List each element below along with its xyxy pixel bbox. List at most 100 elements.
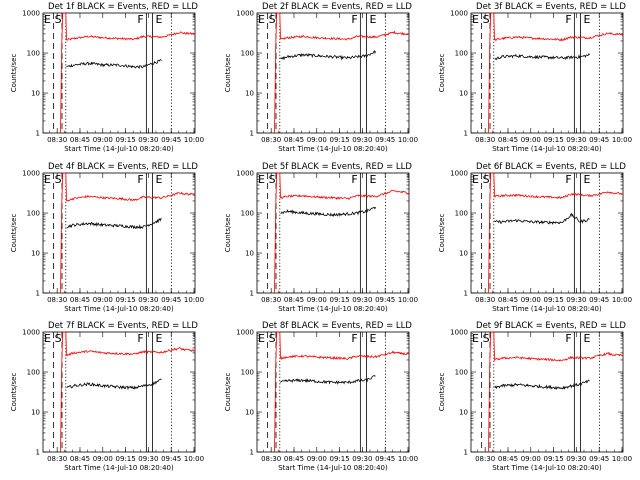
y-tick-label: 1000 [450, 10, 468, 18]
x-tick-label: 10:00 [398, 136, 418, 144]
x-tick-label: 08:30 [261, 136, 281, 144]
x-tick-label: 09:15 [543, 136, 563, 144]
y-tick-label: 1000 [22, 329, 40, 337]
plot-frame [42, 331, 196, 453]
x-tick-label: 09:15 [115, 136, 135, 144]
x-tick-label: 10:00 [612, 136, 632, 144]
events-series-line [66, 217, 162, 230]
marker-letter-f: F [565, 332, 571, 345]
marker-letter-e: E [472, 13, 479, 26]
events-series-line [280, 49, 376, 61]
marker-letter-f: F [137, 332, 143, 345]
y-axis-label: Counts/sec [224, 214, 232, 253]
x-tick-label: 09:45 [161, 136, 181, 144]
y-tick-label: 1 [36, 290, 40, 298]
x-axis-label: Start Time (14-Jul-10 08:20:40) [278, 464, 388, 472]
x-tick-label: 08:30 [475, 296, 495, 304]
x-tick-label: 09:00 [93, 296, 113, 304]
x-tick-label: 09:45 [375, 136, 395, 144]
x-tick-label: 10:00 [184, 455, 204, 463]
marker-letter-f: F [351, 173, 357, 186]
x-tick-label: 09:00 [307, 136, 327, 144]
y-axis-label: Counts/sec [438, 54, 446, 93]
x-tick-label: 08:30 [475, 455, 495, 463]
y-tick-label: 1 [36, 449, 40, 457]
y-tick-label: 100 [455, 50, 468, 58]
x-tick-label: 08:30 [261, 296, 281, 304]
y-tick-label: 10 [459, 250, 468, 258]
x-tick-label: 09:30 [566, 455, 586, 463]
x-tick-label: 08:45 [284, 296, 304, 304]
lld-series-line [494, 191, 624, 200]
chart-title: Det 1f BLACK = Events, RED = LLD [48, 2, 198, 12]
marker-letter-e: E [44, 173, 51, 186]
marker-letter-e: E [369, 173, 376, 186]
lld-spike [488, 172, 495, 294]
chart-panel-7: Det 7f BLACK = Events, RED = LLD 1 10 100 10… [10, 321, 204, 472]
lld-series-line [494, 351, 624, 362]
y-tick-label: 1000 [22, 170, 40, 178]
lld-spike [488, 331, 495, 453]
plot-frame [256, 331, 410, 453]
x-tick-label: 09:00 [93, 136, 113, 144]
lld-series-line [66, 31, 196, 41]
marker-letter-s: S [269, 173, 276, 186]
x-tick-label: 09:00 [521, 296, 541, 304]
events-series-line [494, 212, 590, 225]
y-tick-label: 1 [250, 290, 254, 298]
y-tick-label: 10 [31, 250, 40, 258]
x-tick-label: 09:30 [352, 136, 372, 144]
events-series-line [66, 378, 162, 391]
marker-letter-e: E [472, 173, 479, 186]
y-tick-label: 1000 [236, 10, 254, 18]
x-axis-label: Start Time (14-Jul-10 08:20:40) [492, 464, 602, 472]
x-tick-label: 09:00 [93, 455, 113, 463]
y-tick-label: 100 [455, 369, 468, 377]
x-tick-label: 09:45 [161, 455, 181, 463]
y-tick-label: 100 [27, 369, 40, 377]
x-tick-label: 10:00 [612, 455, 632, 463]
x-tick-label: 09:15 [543, 455, 563, 463]
x-tick-label: 09:30 [138, 296, 158, 304]
chart-title: Det 8f BLACK = Events, RED = LLD [262, 321, 412, 331]
plot-frame [256, 12, 410, 134]
lld-series-line [66, 346, 195, 357]
y-tick-label: 10 [245, 409, 254, 417]
x-axis-label: Start Time (14-Jul-10 08:20:40) [492, 305, 602, 313]
marker-letter-s: S [55, 173, 62, 186]
x-tick-label: 09:00 [521, 136, 541, 144]
x-tick-label: 10:00 [184, 296, 204, 304]
x-tick-label: 08:45 [498, 136, 518, 144]
y-tick-label: 10 [245, 250, 254, 258]
y-axis-label: Counts/sec [10, 54, 18, 93]
marker-letter-e: E [583, 13, 590, 26]
x-tick-label: 09:45 [375, 296, 395, 304]
x-tick-label: 09:00 [521, 455, 541, 463]
y-axis-label: Counts/sec [438, 373, 446, 412]
chart-title: Det 4f BLACK = Events, RED = LLD [48, 162, 198, 172]
marker-letter-s: S [269, 13, 276, 26]
marker-letter-f: F [565, 13, 571, 26]
marker-letter-e: E [583, 332, 590, 345]
events-series-line [280, 375, 376, 385]
chart-panel-3: Det 3f BLACK = Events, RED = LLD 1 10 100 10… [438, 2, 632, 153]
marker-letter-f: F [565, 173, 571, 186]
marker-letter-e: E [258, 13, 265, 26]
x-tick-label: 09:45 [589, 136, 609, 144]
x-tick-label: 08:45 [284, 136, 304, 144]
marker-letter-s: S [483, 332, 490, 345]
y-tick-label: 10 [245, 90, 254, 98]
y-tick-label: 1000 [450, 329, 468, 337]
x-tick-label: 09:15 [329, 296, 349, 304]
events-series-line [494, 52, 590, 61]
y-tick-label: 10 [459, 409, 468, 417]
chart-title: Det 5f BLACK = Events, RED = LLD [262, 162, 412, 172]
x-tick-label: 09:30 [138, 455, 158, 463]
marker-letter-e: E [44, 332, 51, 345]
x-axis-label: Start Time (14-Jul-10 08:20:40) [64, 305, 174, 313]
marker-letter-s: S [483, 173, 490, 186]
chart-panel-5: Det 5f BLACK = Events, RED = LLD 1 10 100 10… [224, 162, 418, 313]
y-tick-label: 1000 [236, 170, 254, 178]
chart-title: Det 9f BLACK = Events, RED = LLD [476, 321, 626, 331]
